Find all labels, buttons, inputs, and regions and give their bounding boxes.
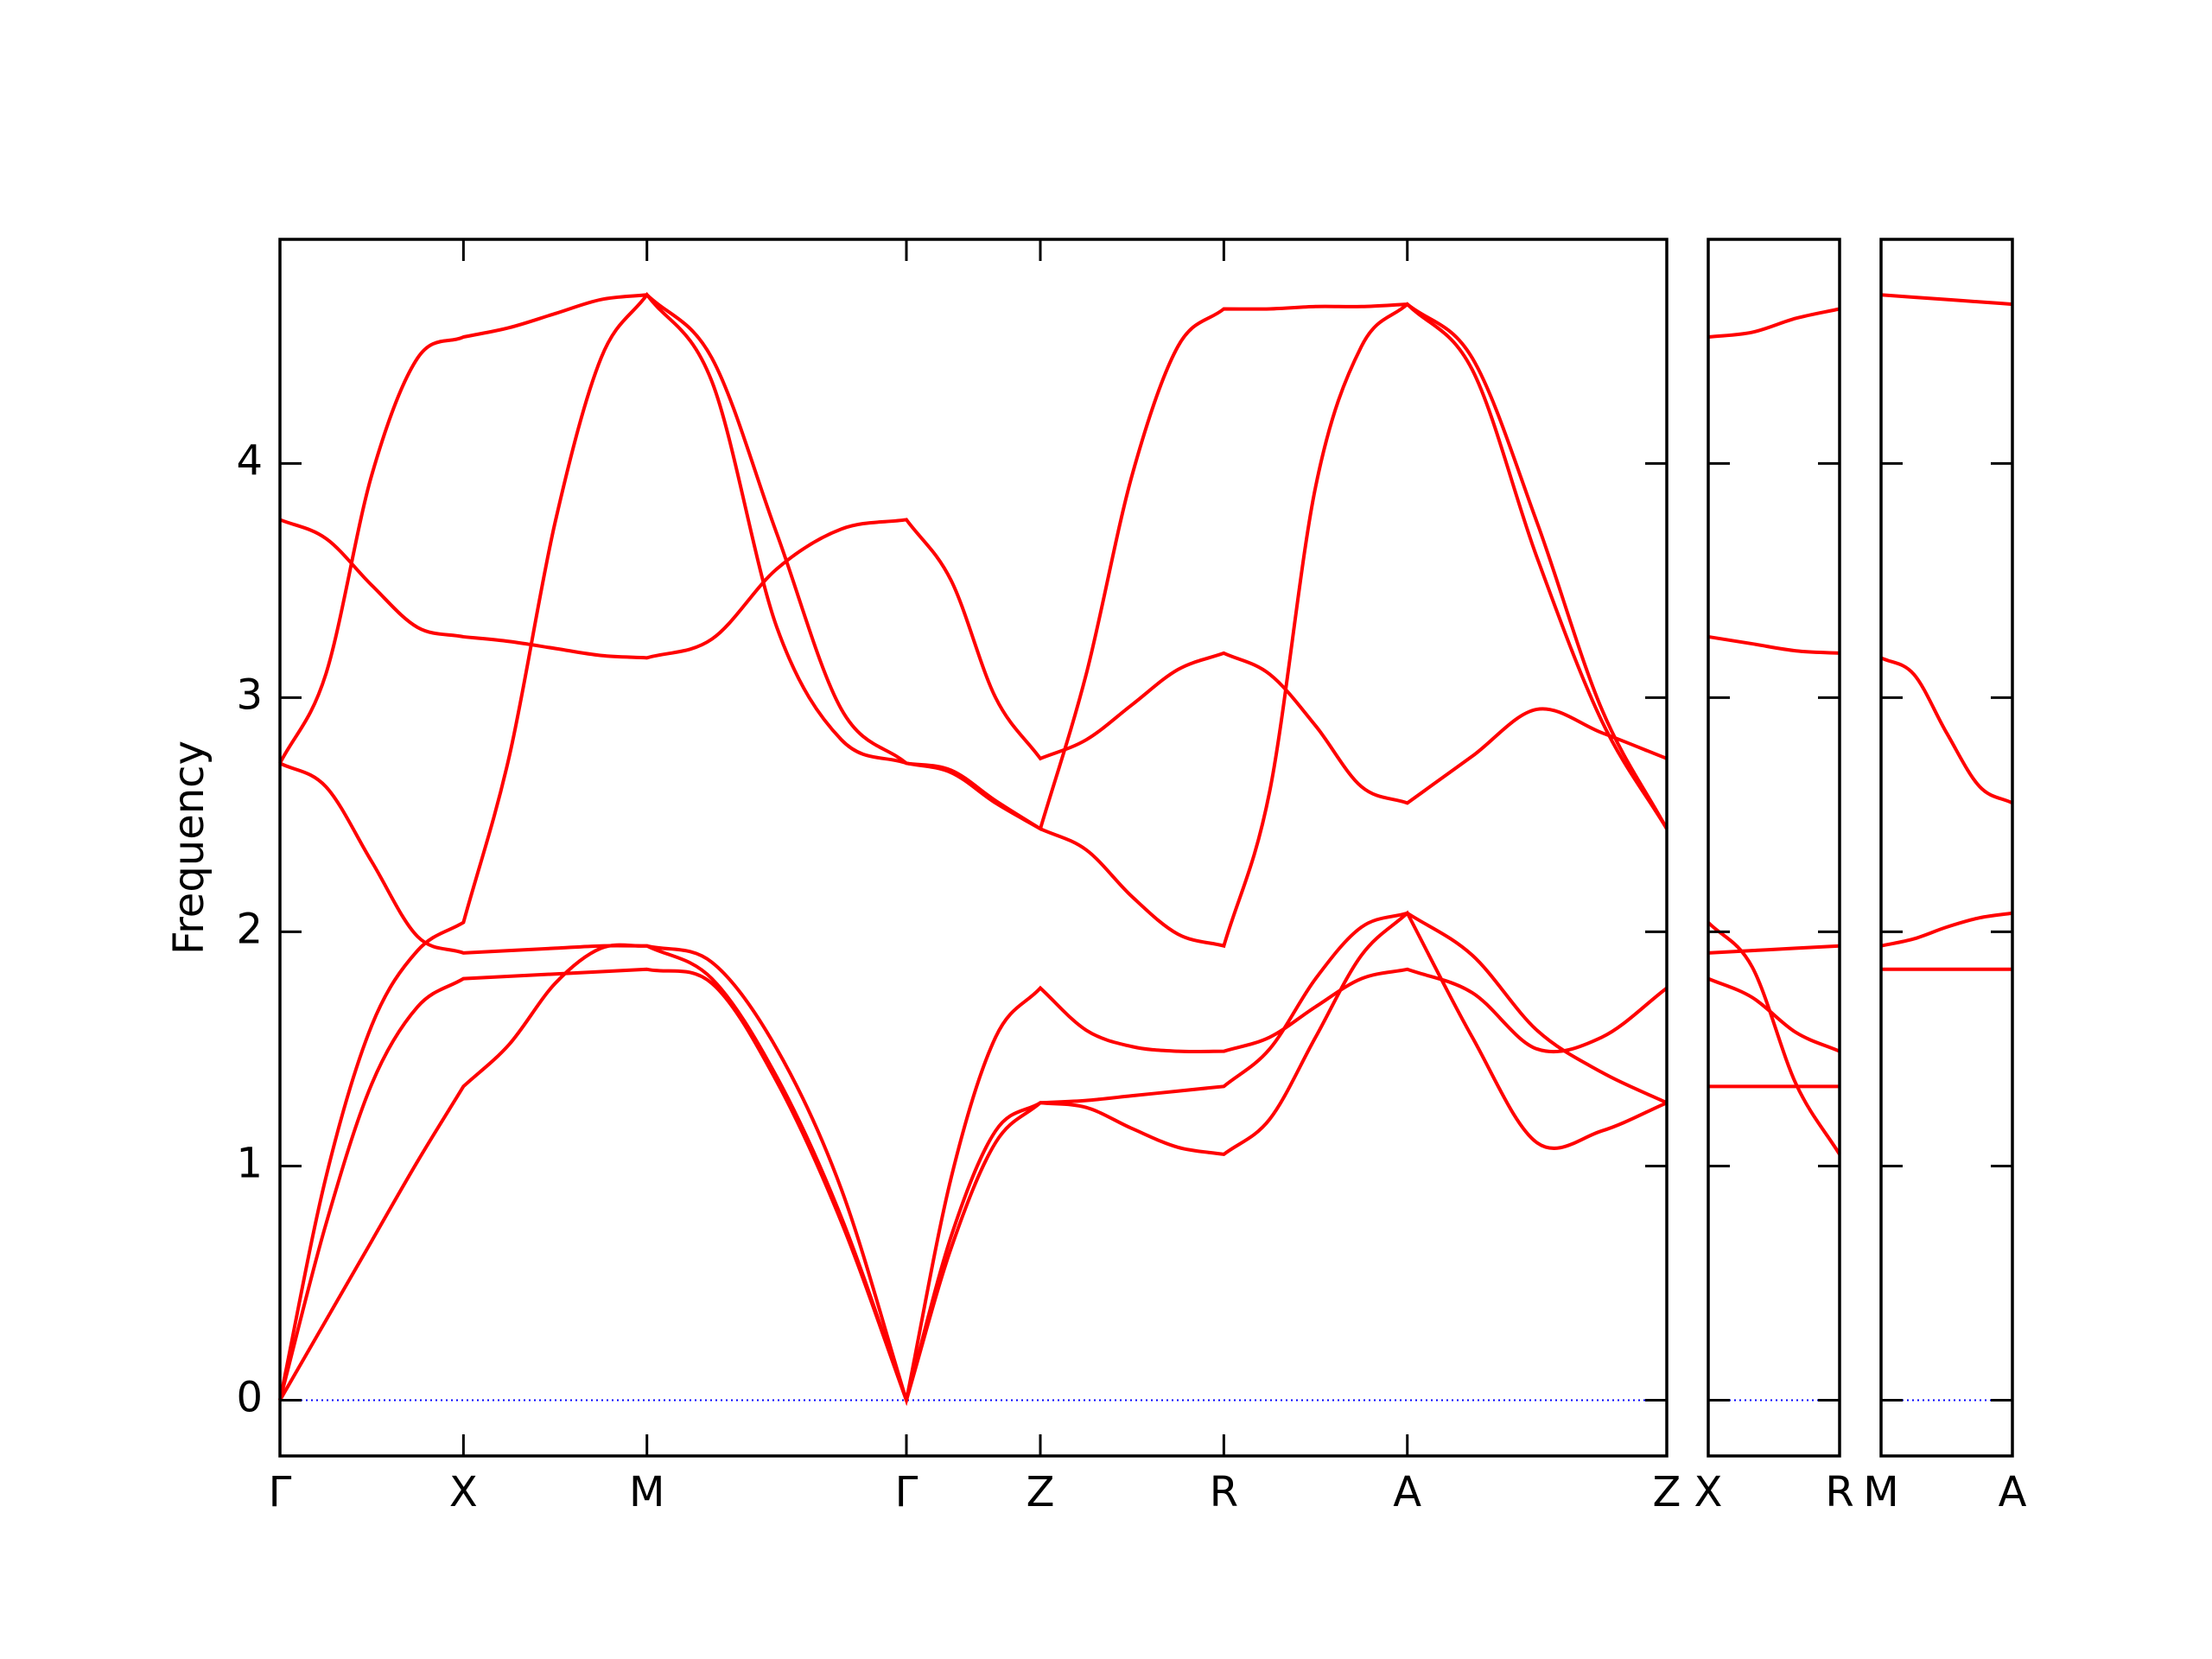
y-tick-label: 4 xyxy=(236,436,263,485)
band-line xyxy=(278,291,1669,1401)
band-line xyxy=(1880,293,2013,307)
x-tick-label: R xyxy=(1825,1468,1853,1516)
band-line xyxy=(1707,634,1840,655)
band-line xyxy=(279,761,1669,1402)
band-line xyxy=(1880,656,2013,805)
y-tick-label: 1 xyxy=(236,1139,263,1187)
x-tick-label: X xyxy=(1694,1468,1723,1516)
y-tick-label: 0 xyxy=(236,1373,263,1421)
band-line xyxy=(1707,921,1841,1155)
y-tick-label: 2 xyxy=(236,905,263,953)
band-line xyxy=(1707,976,1840,1053)
plot-frame xyxy=(1879,238,2014,1458)
x-tick-label: R xyxy=(1210,1468,1238,1516)
plot-frame xyxy=(278,238,1669,1458)
y-tick-label: 3 xyxy=(236,671,263,719)
band-line xyxy=(1707,944,1840,955)
x-tick-label: A xyxy=(1393,1468,1421,1516)
x-tick-label: M xyxy=(629,1468,664,1516)
x-tick-label: Z xyxy=(1027,1468,1055,1516)
x-tick-label: Z xyxy=(1653,1468,1681,1516)
band-line xyxy=(278,293,1669,949)
plot-frame xyxy=(1707,238,1841,1458)
x-tick-label: Γ xyxy=(269,1468,292,1516)
band-line xyxy=(278,910,1668,1406)
x-tick-label: X xyxy=(449,1468,478,1516)
y-axis-label: Frequency xyxy=(165,741,213,955)
band-line xyxy=(1880,911,2013,948)
band-line xyxy=(1707,307,1840,340)
band-line xyxy=(278,911,1668,1407)
x-tick-label: A xyxy=(1999,1468,2027,1516)
band-line xyxy=(279,518,1668,805)
x-tick-label: Γ xyxy=(895,1468,918,1516)
x-tick-label: M xyxy=(1863,1468,1898,1516)
